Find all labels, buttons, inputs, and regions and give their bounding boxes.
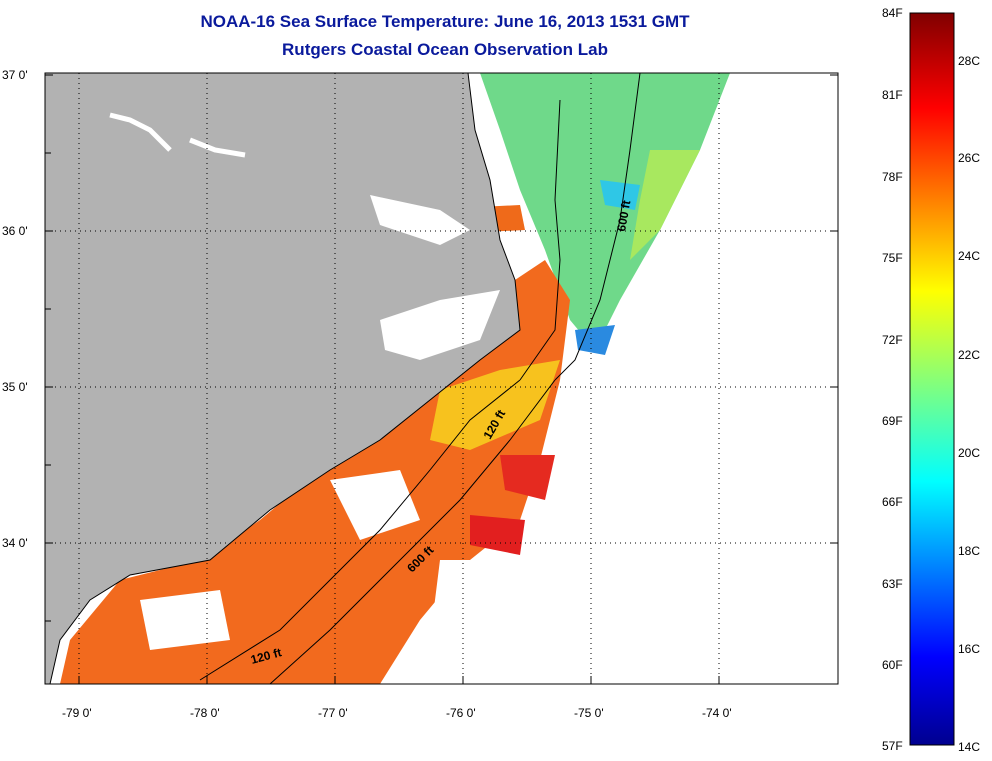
sst-hot-patch-2 xyxy=(500,455,555,500)
sst-cool-patch-2 xyxy=(575,325,615,355)
cb-c-14: 14C xyxy=(958,740,981,754)
cb-f-78: 78F xyxy=(882,170,903,184)
lat-label-35: 35 0' xyxy=(2,380,28,394)
cb-c-20: 20C xyxy=(958,446,981,460)
cb-f-57: 57F xyxy=(882,739,903,753)
cb-f-63: 63F xyxy=(882,577,903,591)
lat-label-36: 36 0' xyxy=(2,224,28,238)
lon-label-79: -79 0' xyxy=(62,706,92,720)
isobath-600ft-north xyxy=(554,73,641,381)
river-2 xyxy=(189,137,246,158)
isobath-120ft-south xyxy=(199,379,521,681)
cloud-gap-3 xyxy=(430,560,520,640)
lon-label-75: -75 0' xyxy=(574,706,604,720)
lon-label-74: -74 0' xyxy=(702,706,732,720)
lon-label-78: -78 0' xyxy=(190,706,220,720)
lon-label-77: -77 0' xyxy=(318,706,348,720)
cb-f-81: 81F xyxy=(882,88,903,102)
cb-f-75: 75F xyxy=(882,251,903,265)
sst-swath-north-warm xyxy=(630,150,700,260)
lat-label-34: 34 0' xyxy=(2,536,28,550)
cb-c-24: 24C xyxy=(958,249,981,263)
sst-yellow-band xyxy=(430,360,560,450)
plot-frame xyxy=(44,72,839,685)
cb-f-84: 84F xyxy=(882,6,903,20)
sst-hot-patch xyxy=(470,515,525,555)
cb-f-66: 66F xyxy=(882,495,903,509)
lat-lon-grid xyxy=(45,73,838,684)
lon-label-76: -76 0' xyxy=(446,706,476,720)
isobath-label-600ft-north: 600 ft xyxy=(614,199,633,232)
cb-f-72: 72F xyxy=(882,333,903,347)
pamlico-sound xyxy=(380,290,500,360)
cb-f-60: 60F xyxy=(882,658,903,672)
cb-c-22: 22C xyxy=(958,348,981,362)
isobath-120ft-north xyxy=(519,99,561,381)
cb-f-69: 69F xyxy=(882,414,903,428)
albemarle-sound xyxy=(370,195,470,245)
cb-c-28: 28C xyxy=(958,54,981,68)
coastline xyxy=(49,73,521,684)
colorbar xyxy=(909,12,955,746)
cb-c-18: 18C xyxy=(958,544,981,558)
cloud-gap-2 xyxy=(140,590,230,650)
cb-c-16: 16C xyxy=(958,642,981,656)
cloud-gap xyxy=(330,470,420,540)
isobath-600ft-south xyxy=(269,379,556,684)
cb-c-26: 26C xyxy=(958,151,981,165)
map-title: NOAA-16 Sea Surface Temperature: June 16… xyxy=(200,12,690,31)
sst-swath-north xyxy=(480,73,730,350)
axis-ticks xyxy=(45,74,838,684)
river xyxy=(109,112,172,152)
lat-label-37: 37 0' xyxy=(2,68,28,82)
sst-cool-patch xyxy=(600,180,640,210)
map-subtitle: Rutgers Coastal Ocean Observation Lab xyxy=(282,40,608,59)
